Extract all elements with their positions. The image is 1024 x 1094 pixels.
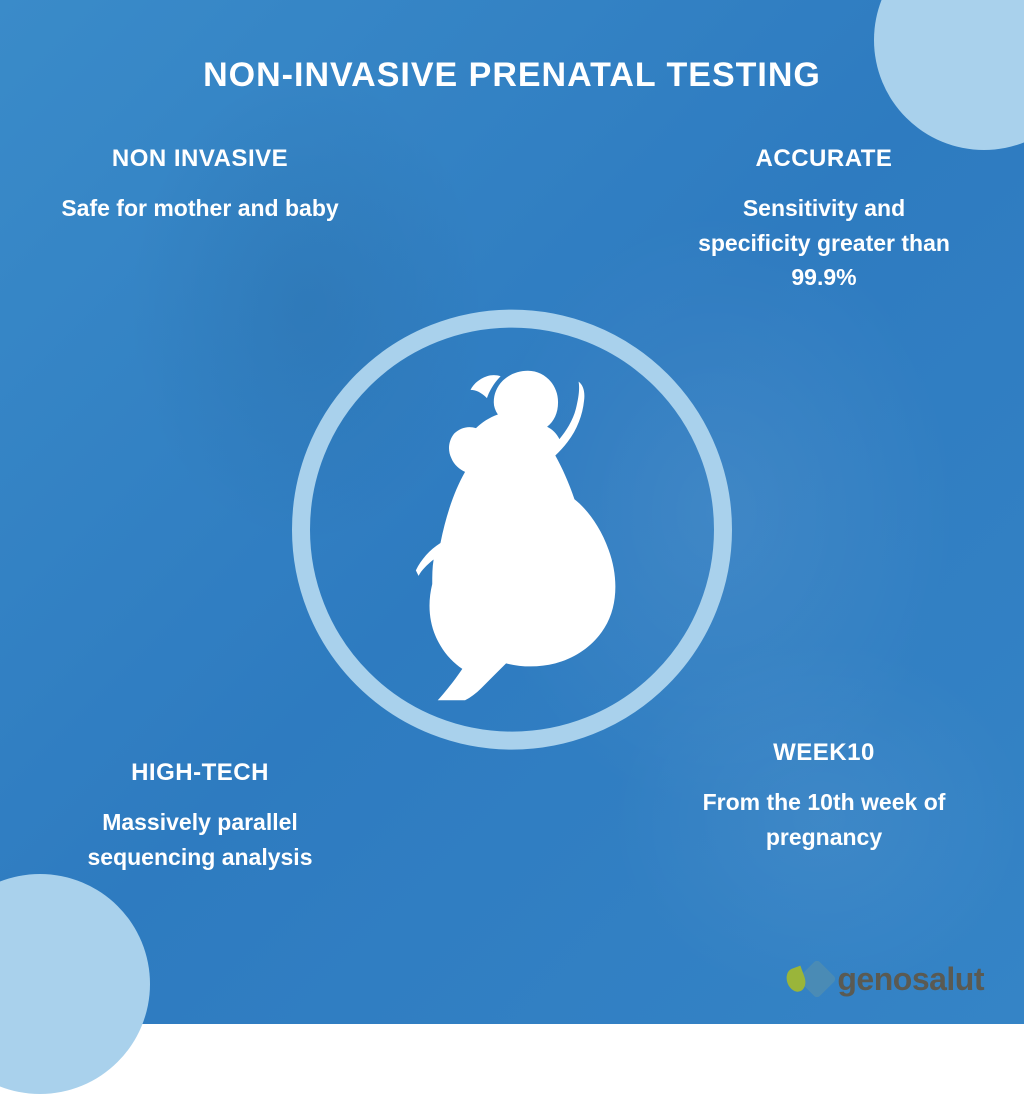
feature-top-left: NON INVASIVE Safe for mother and baby xyxy=(60,145,340,226)
feature-body: Massively parallel sequencing analysis xyxy=(60,805,340,874)
feature-bottom-right: WEEK10 From the 10th week of pregnancy xyxy=(684,739,964,854)
logo-text: genosalut xyxy=(837,961,984,998)
feature-heading: ACCURATE xyxy=(684,145,964,173)
center-ring xyxy=(292,310,732,750)
feature-body: From the 10th week of pregnancy xyxy=(684,785,964,854)
feature-body: Sensitivity and specificity greater than… xyxy=(684,191,964,295)
infographic-title: NON-INVASIVE PRENATAL TESTING xyxy=(0,56,1024,95)
pregnant-woman-icon xyxy=(354,352,669,708)
infographic-canvas: NON-INVASIVE PRENATAL TESTING NON INVASI… xyxy=(0,0,1024,1024)
feature-heading: HIGH-TECH xyxy=(60,759,340,787)
feature-body: Safe for mother and baby xyxy=(60,191,340,226)
feature-top-right: ACCURATE Sensitivity and specificity gre… xyxy=(684,145,964,295)
feature-heading: WEEK10 xyxy=(684,739,964,767)
feature-bottom-left: HIGH-TECH Massively parallel sequencing … xyxy=(60,759,340,874)
brand-logo: genosalut xyxy=(785,960,984,998)
feature-heading: NON INVASIVE xyxy=(60,145,340,173)
logo-mark-icon xyxy=(785,960,831,998)
